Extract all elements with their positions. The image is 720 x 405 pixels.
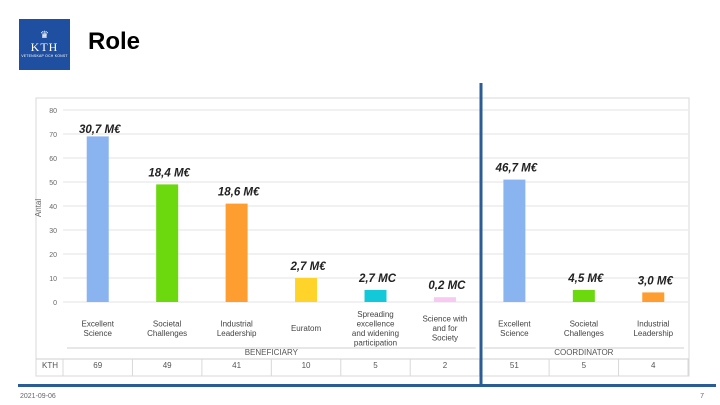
y-tick-label: 40 <box>49 204 57 211</box>
table-value: 69 <box>93 361 102 370</box>
group-label: BENEFICIARY <box>245 348 299 357</box>
category-label: Excellent Science <box>81 319 114 338</box>
logo-subtext: VETENSKAP OCH KONST <box>21 54 68 58</box>
y-tick-label: 80 <box>49 108 57 115</box>
kth-logo: ♛ KTH VETENSKAP OCH KONST <box>19 19 70 70</box>
group-label: COORDINATOR <box>554 348 613 357</box>
table-value: 41 <box>232 361 241 370</box>
bar <box>503 179 526 302</box>
amount-label: 46,7 M€ <box>495 163 538 175</box>
y-tick-label: 0 <box>53 300 57 307</box>
bar <box>364 290 387 302</box>
page-number: 7 <box>700 393 704 400</box>
bar <box>572 290 595 302</box>
bar <box>225 203 248 302</box>
bar <box>433 297 456 302</box>
table-value: 4 <box>651 361 656 370</box>
amount-label: 0,2 MC <box>428 280 466 292</box>
amount-label: 2,7 M€ <box>289 261 326 273</box>
logo-text: KTH <box>30 40 59 54</box>
table-row-label: KTH <box>42 361 58 370</box>
slide-title: Role <box>88 28 141 55</box>
slide-date: 2021-09-06 <box>20 393 56 400</box>
table-value: 5 <box>582 361 587 370</box>
category-label: Excellent Science <box>498 319 531 338</box>
amount-label: 18,4 M€ <box>148 167 190 179</box>
category-label: Societal Challenges <box>564 319 604 338</box>
table-value: 51 <box>510 361 519 370</box>
category-label: Societal Challenges <box>147 319 187 338</box>
category-label: Spreading excellence and widening participa… <box>352 310 399 348</box>
bar <box>86 136 109 302</box>
y-tick-label: 60 <box>49 156 57 163</box>
y-tick-label: 20 <box>49 252 57 259</box>
y-tick-label: 50 <box>49 180 57 187</box>
y-tick-label: 70 <box>49 132 57 139</box>
amount-label: 3,0 M€ <box>638 275 674 287</box>
table-value: 10 <box>302 361 311 370</box>
table-value: 2 <box>443 361 448 370</box>
bar <box>642 292 665 302</box>
crown-icon: ♛ <box>40 30 49 41</box>
table-value: 49 <box>163 361 172 370</box>
bar <box>156 184 179 302</box>
category-label: Industrial Leadership <box>217 319 257 338</box>
category-label: Industrial Leadership <box>633 319 673 338</box>
amount-label: 18,6 M€ <box>218 187 260 199</box>
table-value: 5 <box>373 361 378 370</box>
y-axis-label: Antal <box>34 199 43 217</box>
footer-line <box>18 384 716 387</box>
amount-label: 30,7 M€ <box>79 124 121 136</box>
y-tick-label: 30 <box>49 228 57 235</box>
amount-label: 2,7 MC <box>358 273 397 285</box>
category-label: Science with and for Society <box>422 315 467 343</box>
category-label: Euratom <box>291 324 322 333</box>
bar <box>295 278 318 302</box>
amount-label: 4,5 M€ <box>567 273 604 285</box>
y-tick-label: 10 <box>49 276 57 283</box>
chart-frame <box>35 97 690 377</box>
